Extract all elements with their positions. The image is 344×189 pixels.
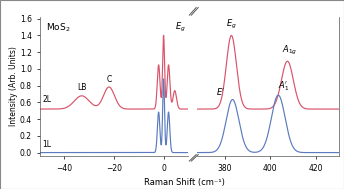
Text: C: C bbox=[106, 75, 112, 84]
Text: $A_1'$: $A_1'$ bbox=[278, 79, 290, 93]
Y-axis label: Intensity (Arb. Units): Intensity (Arb. Units) bbox=[9, 46, 18, 126]
Text: $E_g$: $E_g$ bbox=[175, 21, 185, 34]
Text: 1L: 1L bbox=[42, 140, 51, 149]
Text: $E_g$: $E_g$ bbox=[226, 18, 237, 31]
Text: 2L: 2L bbox=[42, 95, 51, 104]
Text: MoS$_2$: MoS$_2$ bbox=[45, 21, 70, 34]
Text: Raman Shift (cm⁻¹): Raman Shift (cm⁻¹) bbox=[143, 178, 225, 187]
Text: LB: LB bbox=[77, 84, 86, 92]
Text: $E'$: $E'$ bbox=[216, 86, 226, 97]
Text: $A_{1g}$: $A_{1g}$ bbox=[282, 44, 298, 57]
Text: $A_{1g}$: $A_{1g}$ bbox=[248, 43, 263, 56]
